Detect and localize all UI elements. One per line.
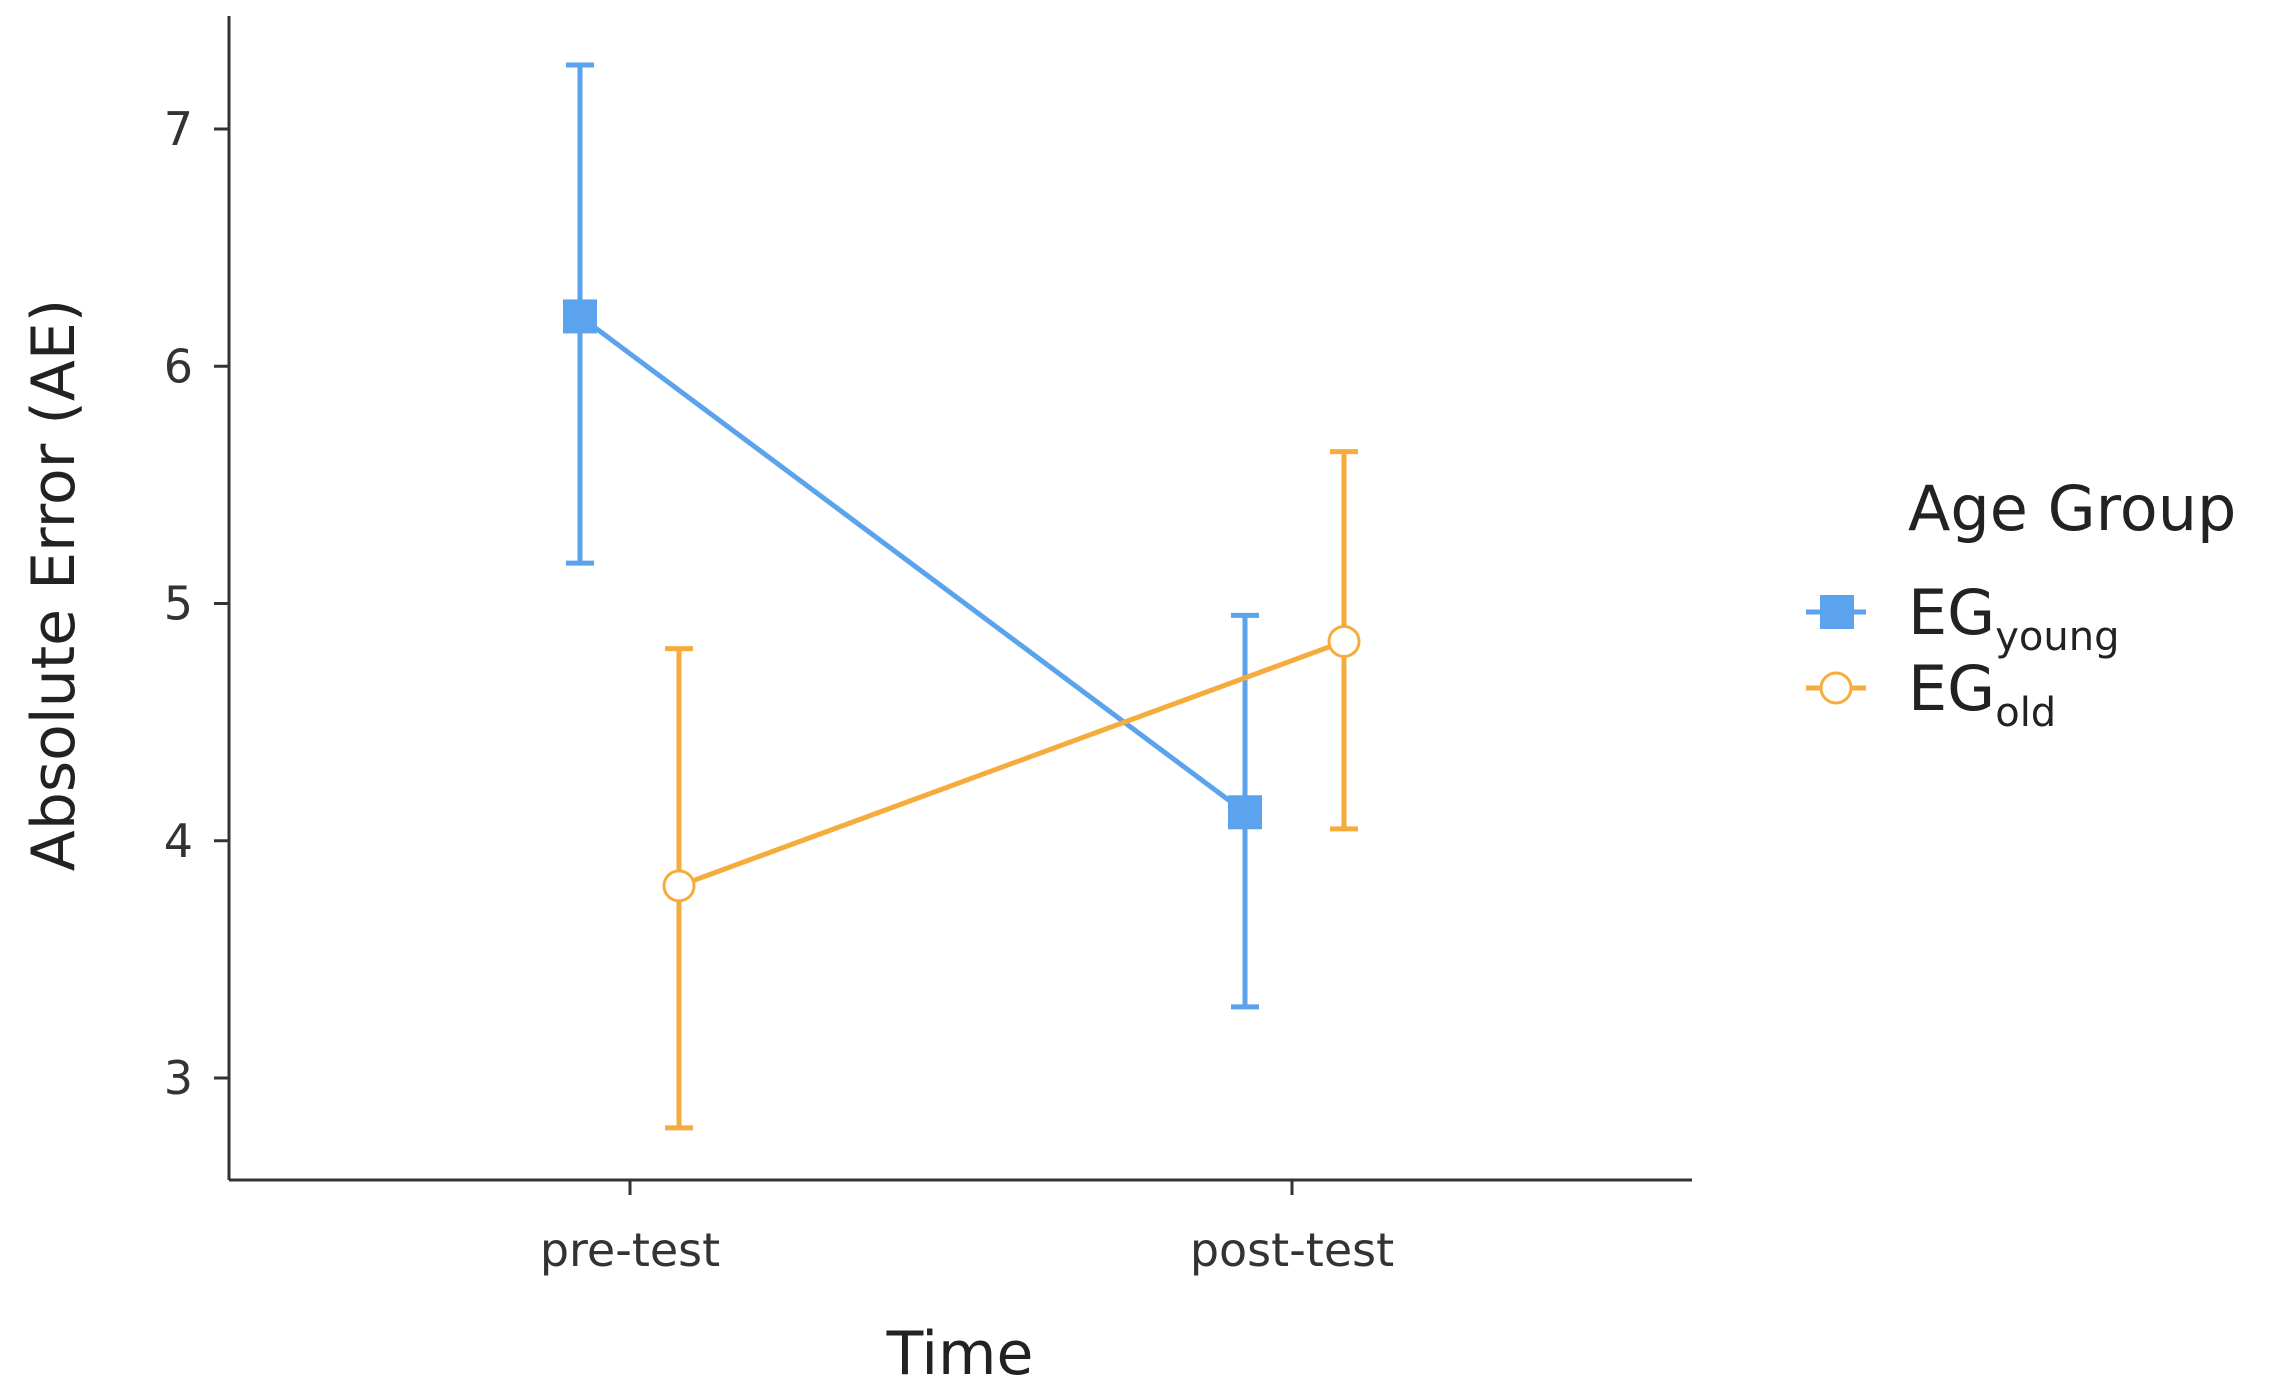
y-tick-label: 6 [164, 339, 193, 393]
y-tick-label: 7 [164, 102, 193, 156]
data-point [563, 299, 597, 334]
x-tick-label: pre-test [540, 1223, 720, 1277]
series-EGold [662, 449, 1361, 1131]
legend-marker [1820, 595, 1854, 629]
data-point [662, 869, 696, 903]
series-layer [563, 62, 1361, 1131]
series-line [578, 314, 1247, 815]
y-ticks: 3 4 5 6 7 [164, 102, 229, 1105]
legend-item-EGold: EGold [1806, 652, 2056, 736]
data-point [1228, 795, 1262, 830]
y-tick-label: 5 [164, 577, 193, 631]
legend-title: Age Group [1908, 472, 2236, 545]
axes [227, 16, 1692, 1182]
x-axis-title: Time [886, 1319, 1034, 1389]
data-point [1327, 624, 1361, 658]
legend-label: EGold [1908, 652, 2056, 736]
legend-marker [1819, 671, 1853, 705]
series-EGyoung [563, 62, 1262, 1010]
y-tick-label: 4 [164, 814, 193, 868]
x-ticks: pre-test post-test [540, 1180, 1394, 1277]
y-tick-label: 3 [164, 1051, 193, 1105]
legend-label: EGyoung [1908, 576, 2119, 660]
legend-item-EGyoung: EGyoung [1806, 576, 2119, 660]
y-axis-title: Absolute Error (AE) [19, 299, 89, 871]
series-line [678, 639, 1345, 889]
x-tick-label: post-test [1190, 1223, 1394, 1277]
